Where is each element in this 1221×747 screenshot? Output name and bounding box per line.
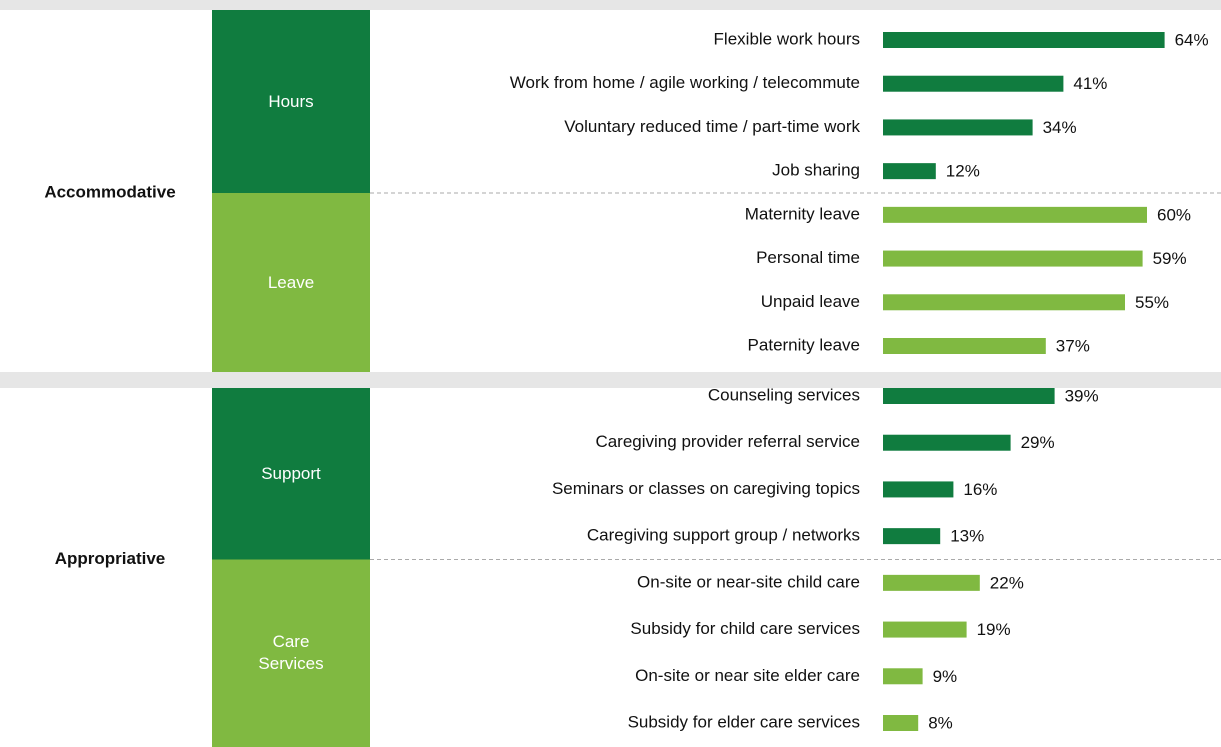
bar [883,338,1046,354]
value-label: 29% [1021,433,1055,452]
value-label: 22% [990,573,1024,592]
bar [883,715,919,731]
category-label: Flexible work hours [714,29,860,48]
category-label: Paternity leave [748,335,860,354]
category-label: Voluntary reduced time / part-time work [564,117,860,136]
bar [883,528,941,545]
value-label: 34% [1043,118,1077,137]
category-label: Personal time [756,248,860,267]
value-label: 60% [1157,205,1191,224]
bar [883,434,1011,451]
category-label: Subsidy for child care services [630,619,860,638]
category-label: Seminars or classes on caregiving topics [552,479,860,498]
bar [883,119,1033,136]
group-label: Support [261,463,321,483]
group-block [212,10,370,193]
value-label: 55% [1135,293,1169,312]
category-label: Counseling services [708,385,860,404]
value-label: 64% [1175,30,1209,49]
category-label: On-site or near site elder care [635,666,860,685]
value-label: 13% [950,527,984,546]
bar [883,75,1064,92]
value-label: 59% [1153,249,1187,268]
bar [883,621,967,638]
bar [883,574,980,591]
value-label: 9% [933,667,958,686]
group-block [212,388,370,560]
bar [883,668,923,685]
value-label: 37% [1056,336,1090,355]
value-label: 16% [963,480,997,499]
category-label: Caregiving provider referral service [595,432,860,451]
value-label: 39% [1065,386,1099,405]
panel [0,10,1221,372]
category-label: On-site or near-site child care [637,572,860,591]
value-label: 41% [1073,74,1107,93]
section-label: Accommodative [44,182,175,201]
bar [883,32,1165,48]
category-label: Unpaid leave [761,292,860,311]
category-label: Work from home / agile working / telecom… [510,73,860,92]
group-label: Hours [268,91,314,111]
panel [0,388,1221,747]
section-label: Appropriative [55,549,166,568]
category-label: Subsidy for elder care services [628,712,860,731]
bar [883,206,1147,223]
group-label: Care Services [258,632,324,674]
bar [883,163,936,180]
bar [883,388,1055,404]
value-label: 19% [977,620,1011,639]
group-block [212,193,370,372]
category-label: Job sharing [772,161,860,180]
bar [883,250,1143,267]
bar [883,481,954,498]
category-label: Caregiving support group / networks [587,526,860,545]
group-block [212,559,370,747]
category-label: Maternity leave [745,204,860,223]
value-label: 12% [946,162,980,181]
group-label: Leave [267,272,315,292]
value-label: 8% [928,713,953,732]
bar [883,294,1125,311]
